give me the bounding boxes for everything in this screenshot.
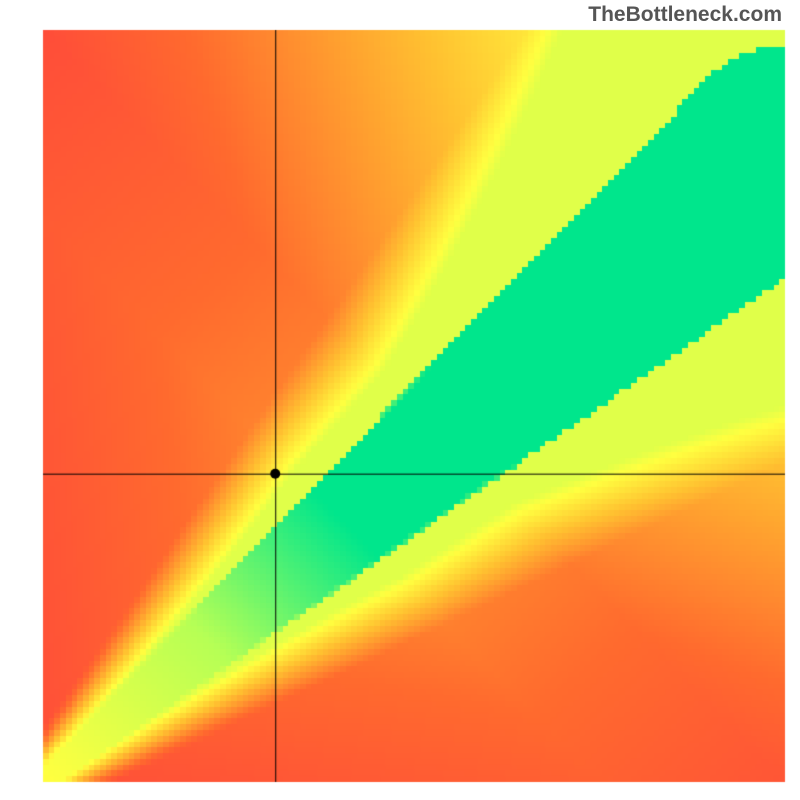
chart-container: TheBottleneck.com — [0, 0, 800, 800]
bottleneck-heatmap — [0, 0, 800, 800]
watermark-text: TheBottleneck.com — [588, 3, 782, 27]
